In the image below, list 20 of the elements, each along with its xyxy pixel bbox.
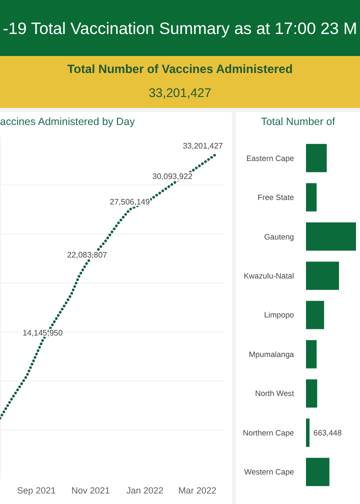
bar <box>306 379 318 408</box>
bar <box>306 144 327 172</box>
x-tick-label: Mar 2022 <box>178 485 216 496</box>
x-tick-label: Sep 2021 <box>17 485 56 496</box>
chart-title: accines Administered by Day <box>0 116 136 128</box>
text: 33,201,427 <box>148 86 212 100</box>
bar <box>306 418 310 447</box>
bar <box>306 300 324 330</box>
x-tick-label: Jan 2022 <box>126 485 164 496</box>
data-label: 33,201,427 <box>182 142 224 151</box>
data-label: 14,145,950 <box>22 328 64 338</box>
x-tick-label: Nov 2021 <box>71 485 110 496</box>
bar <box>306 262 339 290</box>
bar <box>306 222 356 251</box>
text: Total Number of Vaccines Administered <box>67 62 293 76</box>
chart-title: Total Number of <box>260 116 336 128</box>
bar <box>306 183 317 212</box>
bar <box>306 458 330 486</box>
text: -19 Total Vaccination Summary as at 17:00 23 M <box>2 20 358 38</box>
bar <box>306 340 317 368</box>
